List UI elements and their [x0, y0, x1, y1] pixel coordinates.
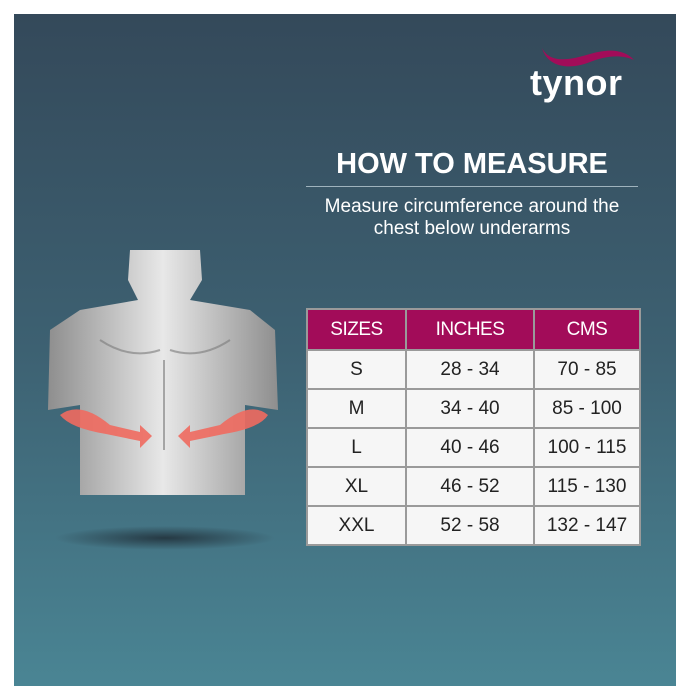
inches-cell: 34 - 40: [405, 388, 535, 429]
cms-cell: 70 - 85: [533, 349, 641, 390]
header-cms: CMS: [533, 308, 641, 351]
inches-cell: 46 - 52: [405, 466, 535, 507]
size-cell: XL: [306, 466, 407, 507]
table-row: M 34 - 40 85 - 100: [306, 388, 641, 429]
measure-instructions: Measure circumference around the chest b…: [306, 196, 638, 240]
brand-logo-text: tynor: [530, 62, 623, 103]
table-row: L 40 - 46 100 - 115: [306, 427, 641, 468]
size-cell: XXL: [306, 505, 407, 546]
page-title: HOW TO MEASURE: [336, 148, 608, 180]
title-divider: [306, 186, 638, 187]
header-sizes: SIZES: [306, 308, 407, 351]
cms-cell: 100 - 115: [533, 427, 641, 468]
table-row: S 28 - 34 70 - 85: [306, 349, 641, 390]
instructions-line-2: chest below underarms: [373, 218, 571, 239]
cms-cell: 115 - 130: [533, 466, 641, 507]
table-header-row: SIZES INCHES CMS: [306, 308, 641, 351]
tynor-logo-swoosh-icon: [542, 48, 634, 67]
table-row: XL 46 - 52 115 - 130: [306, 466, 641, 507]
size-cell: S: [306, 349, 407, 390]
size-cell: M: [306, 388, 407, 429]
table-row: XXL 52 - 58 132 - 147: [306, 505, 641, 546]
inches-cell: 52 - 58: [405, 505, 535, 546]
instructions-line-1: Measure circumference around the: [324, 196, 620, 217]
size-chart-table: SIZES INCHES CMS S 28 - 34 70 - 85 M 34 - 4…: [306, 308, 641, 546]
cms-cell: 132 - 147: [533, 505, 641, 546]
cms-cell: 85 - 100: [533, 388, 641, 429]
inches-cell: 28 - 34: [405, 349, 535, 390]
torso-with-measurement-arrows-icon: [48, 250, 278, 550]
header-inches: INCHES: [405, 308, 535, 351]
inches-cell: 40 - 46: [405, 427, 535, 468]
size-cell: L: [306, 427, 407, 468]
